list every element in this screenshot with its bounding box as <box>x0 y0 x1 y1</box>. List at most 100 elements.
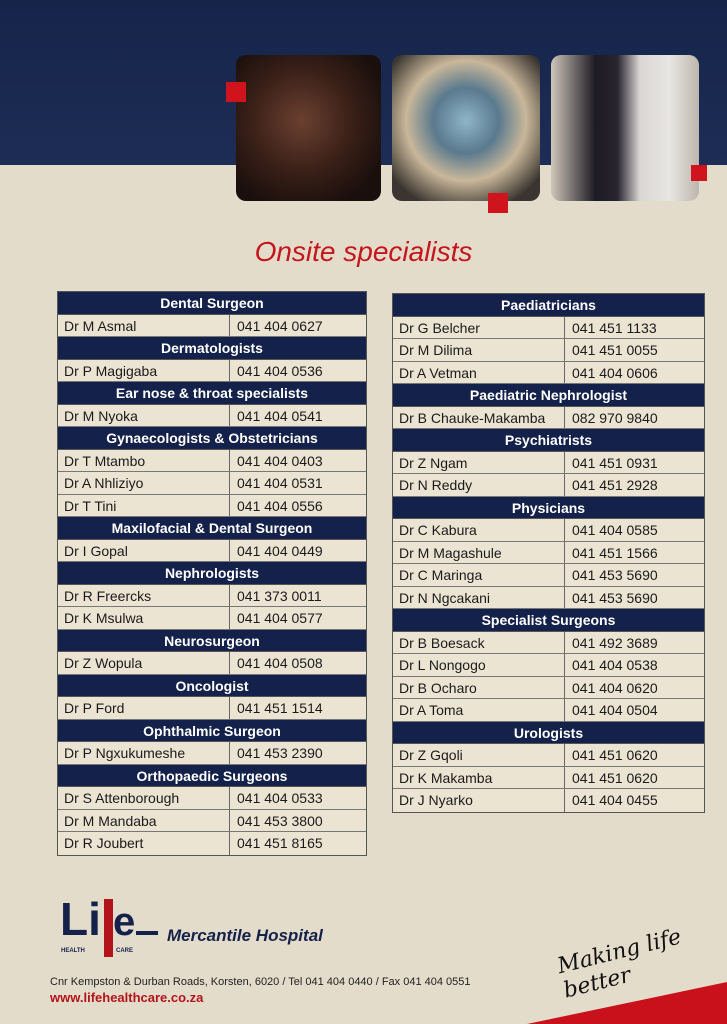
table-row: Dr M Mandaba 041 453 3800 <box>58 809 366 832</box>
section-header: Oncologist <box>58 674 366 697</box>
phone-number: 041 451 0931 <box>572 454 658 471</box>
table-row: Dr B Chauke-Makamba 082 970 9840 <box>393 406 704 429</box>
doctor-name: Dr R Freercks <box>58 584 230 606</box>
table-row: Dr T Tini 041 404 0556 <box>58 494 366 517</box>
section-header: Nephrologists <box>58 562 366 585</box>
doctor-name: Dr Z Wopula <box>58 652 230 674</box>
section-header: Dental Surgeon <box>58 292 366 315</box>
phone-number: 041 453 5690 <box>572 589 658 606</box>
doctor-name: Dr I Gopal <box>58 539 230 561</box>
phone-number: 041 451 8165 <box>237 835 323 851</box>
table-row: Dr Z Ngam 041 451 0931 <box>393 451 704 474</box>
table-row: Dr C Maringa 041 453 5690 <box>393 564 704 587</box>
doctor-name: Dr G Belcher <box>393 316 565 338</box>
doctor-name: Dr R Joubert <box>58 832 230 855</box>
doctor-name: Dr C Maringa <box>393 564 565 586</box>
section-header: Maxilofacial & Dental Surgeon <box>58 517 366 540</box>
phone-number: 041 404 0504 <box>572 702 658 718</box>
section-header: Paediatric Nephrologist <box>393 384 704 407</box>
table-row: Dr K Makamba 041 451 0620 <box>393 766 704 789</box>
phone-number: 041 453 2390 <box>237 745 323 761</box>
table-row: Dr B Ocharo 041 404 0620 <box>393 676 704 699</box>
table-row: Dr C Kabura 041 404 0585 <box>393 519 704 542</box>
table-row: Dr N Reddy 041 451 2928 <box>393 474 704 497</box>
phone-number: 041 404 0508 <box>237 655 323 671</box>
surgical-light-photo <box>392 55 540 201</box>
section-header: Physicians <box>393 496 704 519</box>
doctor-name: Dr A Toma <box>393 699 565 721</box>
section-header: Ear nose & throat specialists <box>58 382 366 405</box>
phone-number: 041 492 3689 <box>572 634 658 651</box>
phone-number: 041 453 3800 <box>237 812 323 829</box>
phone-number: 041 451 2928 <box>572 477 658 493</box>
phone-number: 041 451 1133 <box>572 319 657 336</box>
website-link[interactable]: www.lifehealthcare.co.za <box>50 990 204 1005</box>
doctor-name: Dr P Ngxukumeshe <box>58 742 230 764</box>
table-row: Dr M Asmal 041 404 0627 <box>58 314 366 337</box>
table-row: Dr A Toma 041 404 0504 <box>393 699 704 722</box>
doctor-name: Dr B Chauke-Makamba <box>393 406 565 428</box>
phone-number: 041 373 0011 <box>237 587 322 604</box>
table-row: Dr A Vetman 041 404 0606 <box>393 361 704 384</box>
phone-number: 041 404 0538 <box>572 657 658 673</box>
table-row: Dr P Ford 041 451 1514 <box>58 697 366 720</box>
doctor-name: Dr Z Ngam <box>393 451 565 473</box>
table-row: Dr T Mtambo 041 404 0403 <box>58 449 366 472</box>
doctor-name: Dr L Nongogo <box>393 654 565 676</box>
phone-number: 041 404 0577 <box>237 610 323 626</box>
table-row: Dr L Nongogo 041 404 0538 <box>393 654 704 677</box>
table-row: Dr P Ngxukumeshe 041 453 2390 <box>58 742 366 765</box>
doctor-name: Dr M Dilima <box>393 339 565 361</box>
phone-number: 041 451 0620 <box>572 747 658 763</box>
svg-text:HEALTH: HEALTH <box>61 948 85 954</box>
specialists-table-left: Dental Surgeon Dr M Asmal 041 404 0627 Derm… <box>57 291 367 856</box>
table-row: Dr M Nyoka 041 404 0541 <box>58 404 366 427</box>
phone-number: 041 404 0627 <box>237 317 323 334</box>
doctor-name: Dr M Asmal <box>58 314 230 336</box>
doctor-name: Dr N Ngcakani <box>393 586 565 608</box>
table-row: Dr M Dilima 041 451 0055 <box>393 339 704 362</box>
doctor-name: Dr N Reddy <box>393 474 565 496</box>
table-row: Dr Z Wopula 041 404 0508 <box>58 652 366 675</box>
phone-number: 041 453 5690 <box>572 567 658 583</box>
table-row: Dr B Boesack 041 492 3689 <box>393 631 704 654</box>
phone-number: 041 404 0536 <box>237 362 323 379</box>
section-header: Ophthalmic Surgeon <box>58 719 366 742</box>
table-row: Dr K Msulwa 041 404 0577 <box>58 607 366 630</box>
phone-number: 041 404 0533 <box>237 790 323 806</box>
table-row: Dr N Ngcakani 041 453 5690 <box>393 586 704 609</box>
phone-number: 041 451 1566 <box>572 544 658 561</box>
table-row: Dr J Nyarko 041 404 0455 <box>393 789 704 812</box>
address: Cnr Kempston & Durban Roads, Korsten, 60… <box>50 976 471 988</box>
doctor-name: Dr B Boesack <box>393 631 565 653</box>
doctor-name: Dr P Magigaba <box>58 359 230 381</box>
doctor-name: Dr B Ocharo <box>393 676 565 698</box>
phone-number: 041 404 0449 <box>237 542 323 559</box>
phone-number: 041 451 0620 <box>572 769 658 786</box>
hospital-name: Mercantile Hospital <box>167 926 323 945</box>
section-header: Psychiatrists <box>393 429 704 452</box>
doctor-name: Dr K Msulwa <box>58 607 230 629</box>
doctor-name: Dr J Nyarko <box>393 789 565 812</box>
svg-text:Li: Li <box>60 895 101 945</box>
section-header: Gynaecologists & Obstetricians <box>58 427 366 450</box>
life-healthcare-logo: Li e HEALTH CARE <box>60 895 158 957</box>
table-row: Dr G Belcher 041 451 1133 <box>393 316 704 339</box>
doctor-name: Dr M Nyoka <box>58 404 230 426</box>
phone-number: 041 404 0541 <box>237 407 323 424</box>
table-row: Dr R Joubert 041 451 8165 <box>58 832 366 855</box>
table-row: Dr P Magigaba 041 404 0536 <box>58 359 366 382</box>
phone-number: 041 451 0055 <box>572 342 658 358</box>
doctor-name: Dr S Attenborough <box>58 787 230 809</box>
phone-number: 082 970 9840 <box>572 409 658 426</box>
section-header: Dermatologists <box>58 337 366 360</box>
phone-number: 041 404 0606 <box>572 364 658 381</box>
page-title: Onsite specialists <box>254 236 473 267</box>
section-header: Paediatricians <box>393 294 704 317</box>
red-square-decoration <box>226 82 246 102</box>
section-header: Orthopaedic Surgeons <box>58 764 366 787</box>
phone-number: 041 404 0620 <box>572 679 658 696</box>
phone-number: 041 404 0585 <box>572 522 658 538</box>
doctor-name: Dr P Ford <box>58 697 230 719</box>
doctor-name: Dr M Magashule <box>393 541 565 563</box>
